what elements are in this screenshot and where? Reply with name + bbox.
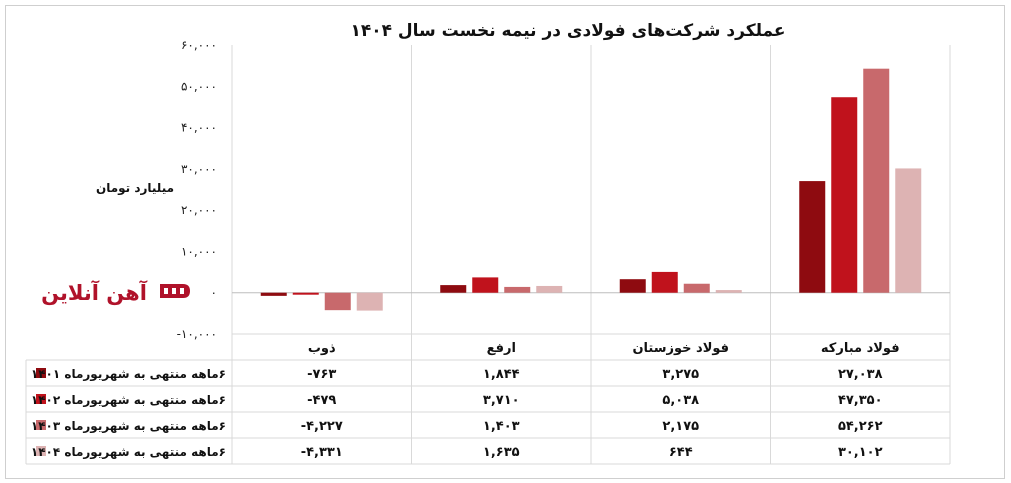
legend-label: ۶ماهه منتهی به شهریورماه ۱۴۰۲: [31, 393, 226, 408]
data-label: ۲۷,۰۳۸: [838, 367, 883, 382]
data-label: -۴۷۹: [307, 393, 336, 408]
y-tick-label: ۵۰,۰۰۰: [181, 79, 217, 93]
bar: [504, 286, 531, 293]
bar: [895, 168, 922, 293]
y-tick-label: ۶۰,۰۰۰: [181, 38, 217, 52]
legend-swatch: [36, 446, 46, 456]
bar: [536, 285, 563, 293]
bar: [683, 283, 710, 293]
data-label: ۳,۲۷۵: [662, 367, 699, 382]
bar-layer: [260, 68, 922, 311]
legend-label: ۶ماهه منتهی به شهریورماه ۱۴۰۱: [31, 367, 226, 382]
category-label: فولاد مبارکه: [821, 341, 900, 356]
bar: [619, 279, 646, 293]
bar: [260, 292, 287, 296]
bar: [472, 277, 499, 293]
y-axis-unit-label: میلیارد تومان: [96, 181, 174, 196]
y-tick-label: ۴۰,۰۰۰: [181, 121, 217, 135]
data-label: ۴۷,۳۵۰: [838, 393, 883, 408]
data-label: ۵,۰۳۸: [662, 393, 699, 408]
bar: [440, 285, 467, 293]
bar: [651, 271, 678, 293]
ahan-online-logo: آهن آنلاین: [41, 280, 190, 305]
y-tick-label: ۰: [211, 286, 217, 300]
bar: [292, 292, 319, 295]
data-label: -۴,۲۲۷: [301, 419, 343, 434]
legend-label: ۶ماهه منتهی به شهریورماه ۱۴۰۴: [31, 445, 226, 460]
ahan-online-logo-icon: [160, 284, 190, 298]
legend-swatch: [36, 368, 46, 378]
category-label: فولاد خوزستان: [632, 341, 729, 356]
grid-layer: [231, 45, 951, 334]
y-tick-label: ۱۰,۰۰۰: [181, 244, 217, 258]
y-tick-label: ۲۰,۰۰۰: [181, 203, 217, 217]
bar: [831, 97, 858, 293]
bar: [324, 292, 351, 311]
logo-text: آهن آنلاین: [41, 280, 148, 305]
data-label: ۱,۴۰۳: [483, 419, 520, 434]
data-label: ۵۴,۲۶۲: [838, 419, 883, 434]
bar: [863, 68, 890, 293]
data-label: ۲,۱۷۵: [662, 419, 699, 434]
chart-title: عملکرد شرکت‌های فولادی در نیمه نخست سال …: [350, 21, 785, 41]
y-tick-label: -۱۰,۰۰۰: [177, 327, 217, 341]
data-label: -۴,۳۳۱: [301, 445, 343, 460]
data-table: فولاد مبارکه فولاد خوزستان ارفع ذوب ۶ماهه من…: [25, 333, 951, 465]
legend-swatch: [36, 394, 46, 404]
legend-label: ۶ماهه منتهی به شهریورماه ۱۴۰۳: [31, 419, 226, 434]
y-tick-label: ۳۰,۰۰۰: [181, 162, 217, 176]
legend-swatch: [36, 420, 46, 430]
data-label: ۱,۸۴۴: [483, 367, 520, 382]
bar: [715, 290, 742, 293]
category-label: ذوب: [308, 341, 336, 356]
category-label: ارفع: [487, 341, 516, 356]
bar: [356, 292, 383, 311]
data-label: ۳,۷۱۰: [483, 393, 520, 408]
data-label: ۶۴۴: [669, 445, 693, 460]
y-tick-layer: -۱۰,۰۰۰ ۰ ۱۰,۰۰۰ ۲۰,۰۰۰ ۳۰,۰۰۰ ۴۰,۰۰۰ ۵۰,۰۰۰ ۶۰…: [177, 38, 217, 341]
data-label: ۱,۶۳۵: [483, 445, 520, 460]
data-label: -۷۶۳: [307, 367, 336, 382]
bar: [799, 181, 826, 293]
data-label: ۳۰,۱۰۲: [838, 445, 883, 460]
